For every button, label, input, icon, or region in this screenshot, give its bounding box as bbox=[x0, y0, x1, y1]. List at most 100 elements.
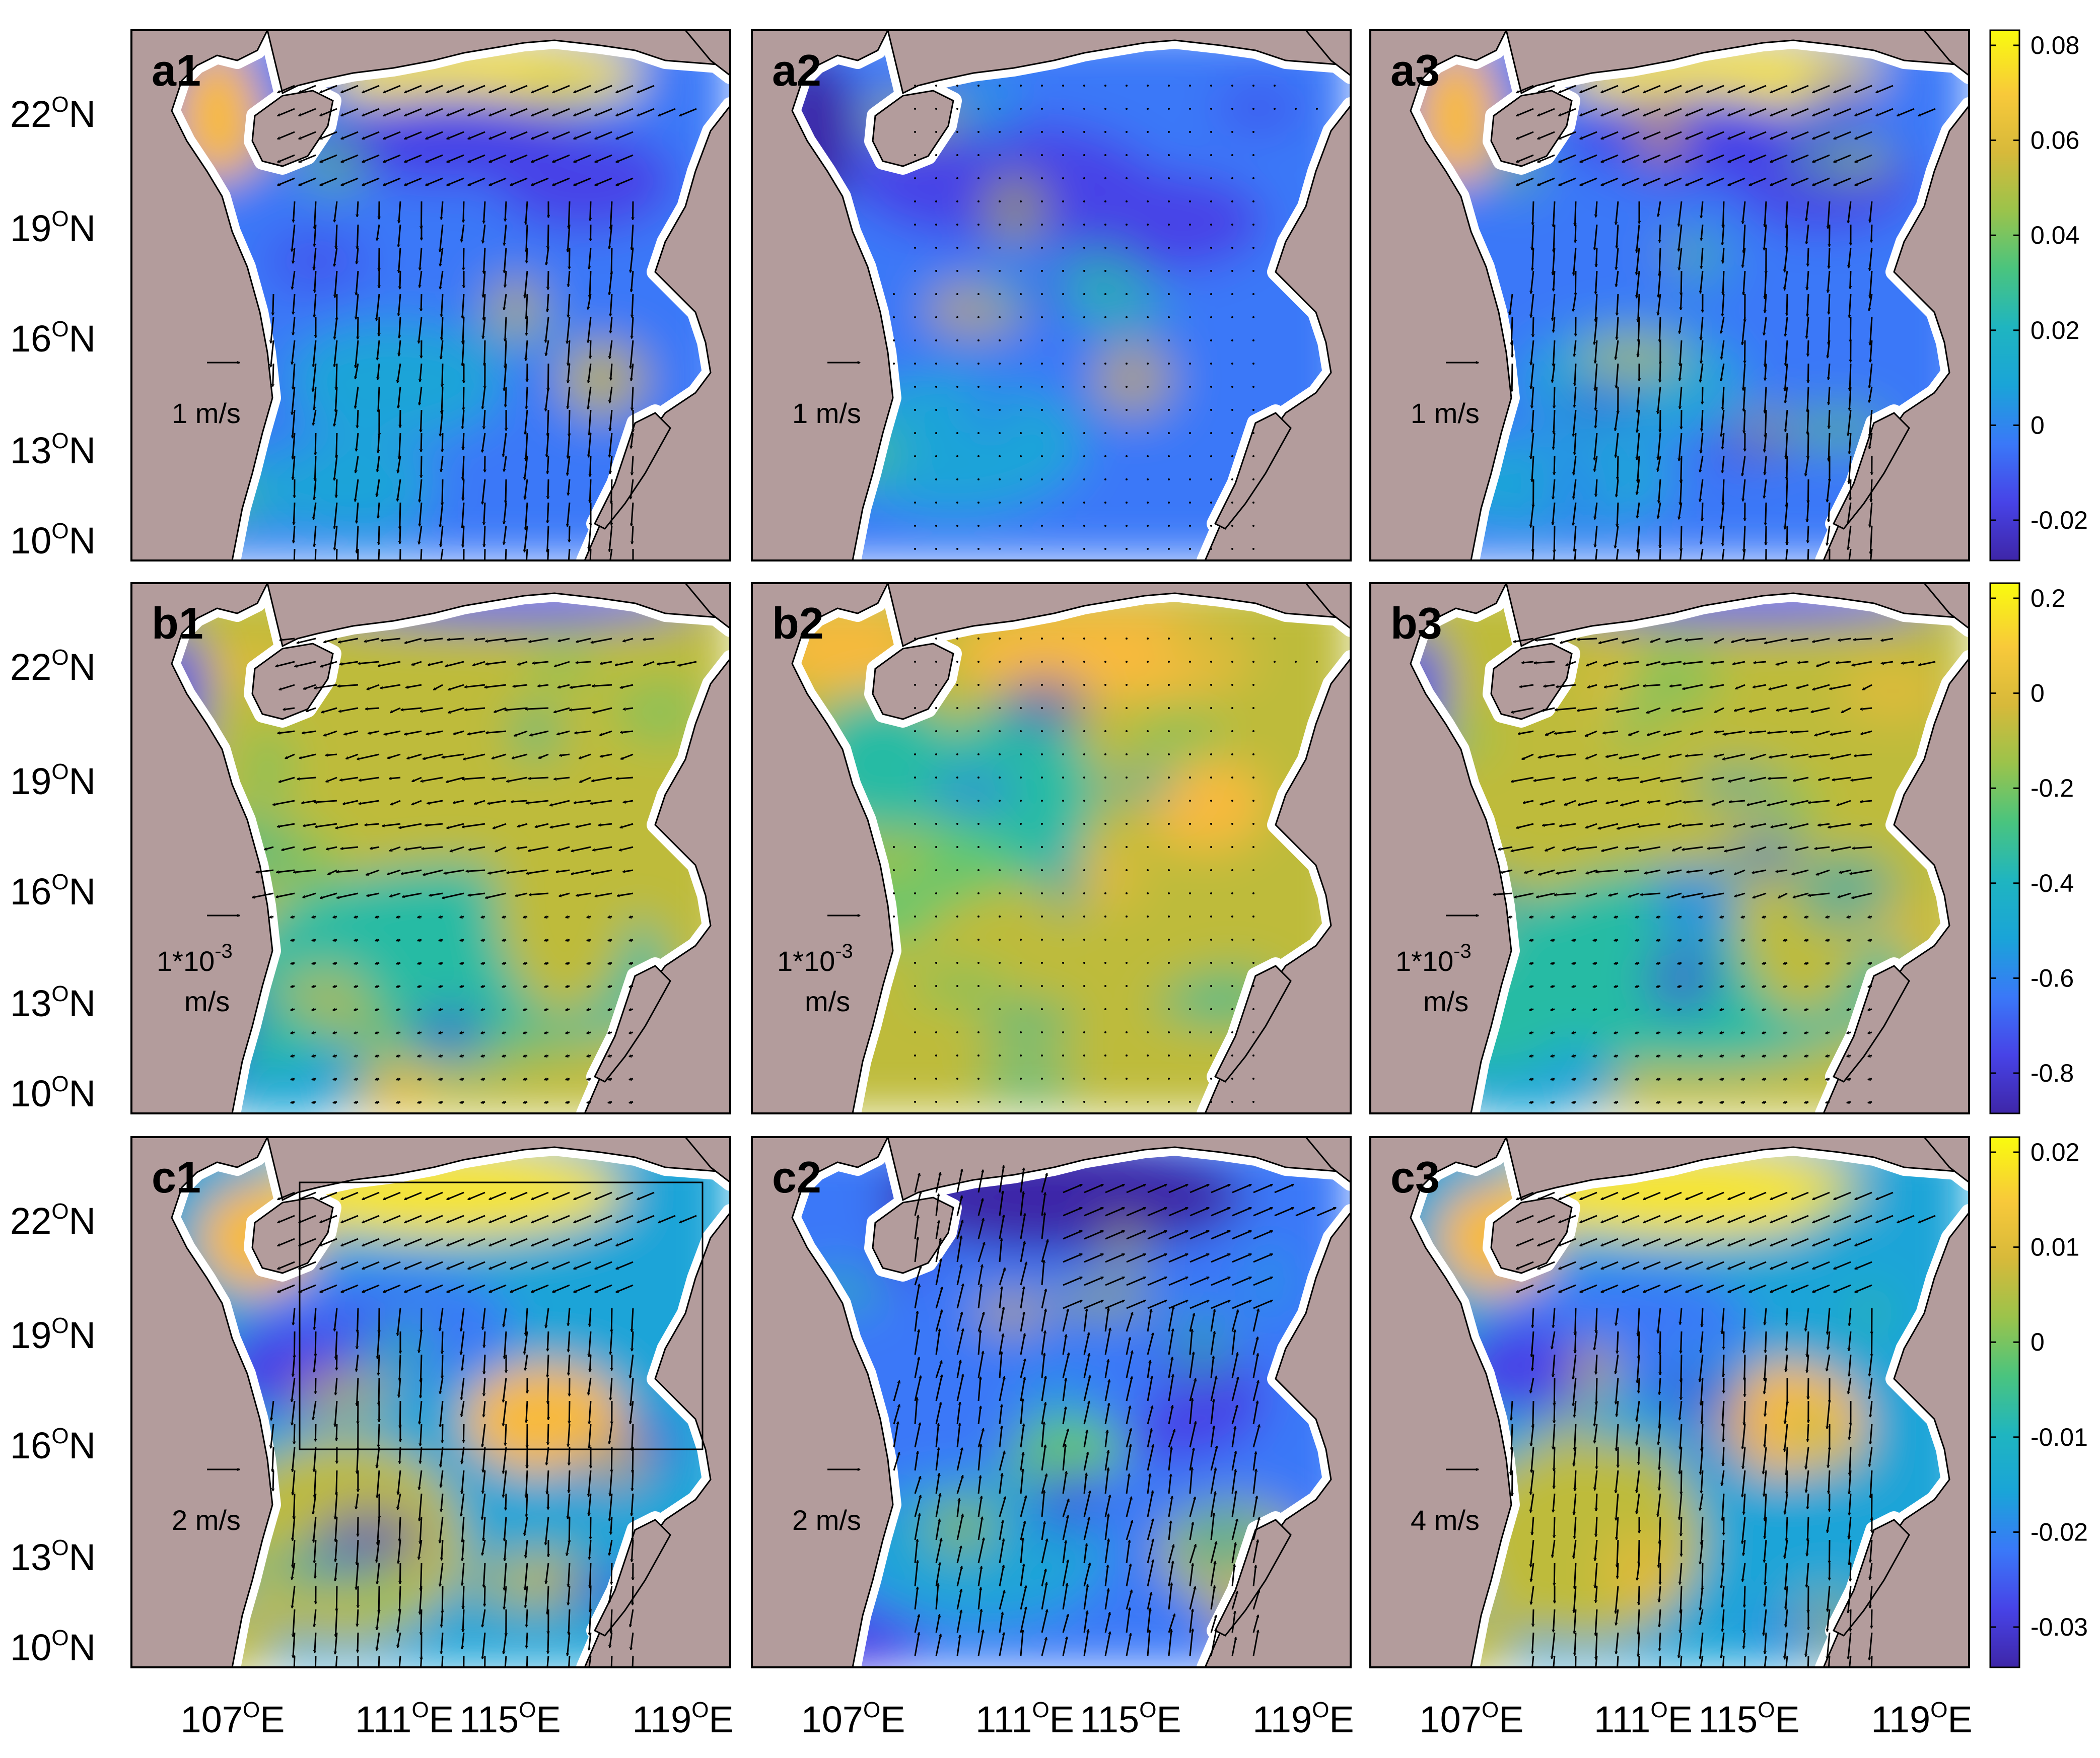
vector-arrow-icon bbox=[315, 1377, 316, 1394]
vector-arrow-icon bbox=[1210, 224, 1212, 226]
vector-arrow-icon bbox=[977, 1054, 979, 1057]
vector-arrow-icon bbox=[546, 340, 549, 356]
vector-arrow-icon bbox=[914, 892, 916, 894]
field-patch bbox=[567, 344, 623, 416]
vector-arrow-icon bbox=[460, 940, 464, 941]
vector-arrow-icon bbox=[611, 247, 612, 275]
colorbar-tick-label: -0.4 bbox=[2031, 869, 2074, 897]
vector-arrow-icon bbox=[1041, 409, 1043, 411]
vector-arrow-icon bbox=[481, 963, 485, 964]
vector-arrow-icon bbox=[1537, 108, 1555, 117]
panel-c1: c12 m/s bbox=[130, 1136, 731, 1668]
vector-arrow-icon bbox=[1252, 638, 1254, 640]
vector-arrow-icon bbox=[999, 200, 1001, 202]
vector-arrow-icon bbox=[357, 201, 359, 217]
vector-arrow-icon bbox=[1791, 154, 1809, 163]
vector-arrow-icon bbox=[935, 525, 937, 527]
vector-arrow-icon bbox=[1635, 940, 1640, 941]
vector-arrow-icon bbox=[1532, 525, 1533, 552]
vector-arrow-icon bbox=[977, 1031, 979, 1033]
vector-arrow-icon bbox=[1783, 1056, 1788, 1057]
scale-label: 1 m/s bbox=[1411, 397, 1480, 429]
vector-arrow-icon bbox=[1041, 154, 1043, 156]
vector-arrow-icon bbox=[333, 1079, 337, 1080]
vector-arrow-icon bbox=[1871, 479, 1873, 502]
vector-arrow-icon bbox=[1768, 777, 1788, 779]
vector-arrow-icon bbox=[1749, 177, 1767, 186]
vector-arrow-icon bbox=[1252, 177, 1254, 179]
vector-arrow-icon bbox=[505, 340, 507, 368]
vector-arrow-icon bbox=[999, 1031, 1001, 1033]
vector-arrow-icon bbox=[1083, 916, 1085, 918]
vector-arrow-icon bbox=[426, 177, 443, 186]
vector-arrow-icon bbox=[396, 1009, 401, 1010]
vector-arrow-icon bbox=[935, 85, 937, 87]
vector-arrow-icon bbox=[334, 409, 338, 426]
vector-arrow-icon bbox=[336, 1424, 337, 1441]
vector-arrow-icon bbox=[977, 962, 979, 964]
vector-arrow-icon bbox=[566, 940, 570, 941]
vector-arrow-icon bbox=[421, 201, 422, 229]
vector-arrow-icon bbox=[1168, 707, 1170, 709]
vector-arrow-icon bbox=[1210, 154, 1212, 156]
vector-arrow-icon bbox=[1020, 684, 1022, 686]
vector-arrow-icon bbox=[1614, 986, 1619, 987]
field-patch bbox=[494, 754, 635, 1016]
vector-arrow-icon bbox=[1664, 85, 1682, 94]
vector-arrow-icon bbox=[1572, 940, 1576, 941]
vector-arrow-icon bbox=[1614, 940, 1619, 941]
vector-arrow-icon bbox=[1559, 85, 1576, 94]
vector-arrow-icon bbox=[1826, 963, 1830, 964]
vector-arrow-icon bbox=[1189, 548, 1191, 550]
vector-arrow-icon bbox=[1252, 869, 1254, 871]
field-patch bbox=[1844, 1284, 1896, 1342]
vector-arrow-icon bbox=[1656, 917, 1661, 918]
vector-arrow-icon bbox=[914, 270, 916, 272]
vector-arrow-icon bbox=[292, 224, 296, 251]
vector-arrow-icon bbox=[523, 917, 528, 918]
vector-arrow-icon bbox=[1189, 455, 1191, 457]
vector-arrow-icon bbox=[1231, 707, 1233, 709]
vector-arrow-icon bbox=[1580, 177, 1597, 186]
vector-arrow-icon bbox=[462, 502, 465, 528]
vector-arrow-icon bbox=[1764, 224, 1767, 250]
vector-arrow-icon bbox=[914, 200, 916, 202]
vector-arrow-icon bbox=[1720, 1079, 1724, 1080]
vector-arrow-icon bbox=[1083, 224, 1085, 226]
panel-map bbox=[1370, 583, 1969, 1113]
vector-arrow-icon bbox=[595, 177, 612, 186]
vector-arrow-icon bbox=[1783, 1102, 1788, 1103]
vector-arrow-icon bbox=[312, 1079, 316, 1080]
vector-arrow-icon bbox=[1529, 917, 1534, 918]
coastline-icon bbox=[1370, 30, 1512, 560]
field-patch bbox=[912, 964, 1009, 1007]
vector-arrow-icon bbox=[1614, 1032, 1619, 1033]
vector-arrow-icon bbox=[1723, 201, 1724, 228]
vector-arrow-icon bbox=[378, 548, 380, 560]
vector-arrow-icon bbox=[1126, 892, 1128, 894]
vector-arrow-icon bbox=[1104, 800, 1106, 802]
vector-arrow-icon bbox=[609, 525, 613, 551]
vector-arrow-icon bbox=[631, 340, 634, 368]
vector-arrow-icon bbox=[1252, 200, 1254, 202]
longitude-tick-label: 111OE bbox=[975, 1698, 1074, 1740]
vector-arrow-icon bbox=[463, 1424, 464, 1442]
vector-arrow-icon bbox=[1707, 85, 1724, 94]
vector-arrow-icon bbox=[1189, 339, 1191, 341]
vector-arrow-icon bbox=[1147, 661, 1149, 663]
vector-arrow-icon bbox=[269, 917, 274, 918]
vector-arrow-icon bbox=[1635, 1102, 1640, 1103]
vector-arrow-icon bbox=[1741, 1056, 1745, 1057]
vector-arrow-icon bbox=[1231, 247, 1233, 249]
vector-arrow-icon bbox=[590, 479, 592, 503]
vector-arrow-icon bbox=[1126, 432, 1128, 434]
vector-arrow-icon bbox=[1728, 85, 1745, 94]
vector-arrow-icon bbox=[1231, 455, 1233, 457]
vector-arrow-icon bbox=[568, 479, 571, 496]
vector-arrow-icon bbox=[1593, 1102, 1597, 1103]
vector-arrow-icon bbox=[935, 1054, 937, 1057]
vector-arrow-icon bbox=[999, 939, 1001, 941]
vector-arrow-icon bbox=[1681, 1377, 1682, 1399]
vector-arrow-icon bbox=[1168, 432, 1170, 434]
